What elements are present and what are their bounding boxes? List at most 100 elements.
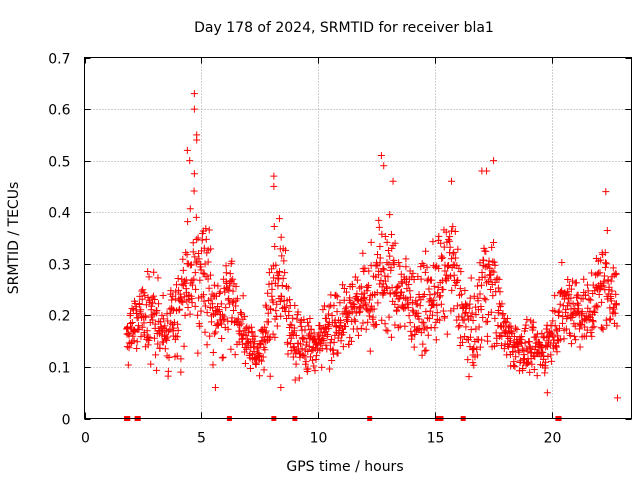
data-point bbox=[612, 269, 620, 277]
data-point bbox=[172, 281, 180, 289]
data-point bbox=[224, 325, 232, 333]
data-point bbox=[393, 284, 401, 292]
data-point bbox=[402, 255, 410, 263]
data-point bbox=[271, 333, 279, 341]
data-point bbox=[476, 290, 484, 298]
data-point bbox=[148, 302, 156, 310]
data-point bbox=[555, 312, 563, 319]
data-point bbox=[184, 303, 192, 311]
data-point bbox=[303, 338, 311, 346]
data-point bbox=[278, 281, 286, 289]
data-point bbox=[547, 357, 555, 365]
data-point bbox=[289, 343, 297, 351]
data-point bbox=[421, 268, 429, 276]
data-point bbox=[201, 302, 209, 310]
data-point bbox=[204, 258, 212, 266]
data-point bbox=[136, 310, 144, 318]
data-point bbox=[236, 321, 244, 329]
data-point bbox=[409, 306, 417, 314]
data-point bbox=[281, 246, 289, 254]
data-point bbox=[418, 259, 426, 267]
data-point bbox=[475, 323, 483, 331]
data-point bbox=[248, 328, 256, 336]
data-point bbox=[553, 348, 561, 356]
data-point bbox=[287, 334, 295, 342]
data-point bbox=[339, 343, 347, 351]
data-point bbox=[490, 258, 498, 266]
data-point bbox=[330, 338, 338, 346]
data-point bbox=[210, 281, 218, 289]
data-point bbox=[340, 285, 348, 293]
data-point bbox=[144, 333, 152, 341]
y-axis-label: SRMTID / TECUs bbox=[6, 182, 22, 295]
data-point bbox=[541, 369, 549, 377]
data-point bbox=[337, 319, 345, 327]
data-point bbox=[484, 337, 492, 345]
data-point bbox=[192, 213, 200, 221]
data-point bbox=[491, 278, 499, 286]
data-point bbox=[196, 322, 204, 330]
data-point bbox=[533, 330, 541, 338]
data-point bbox=[150, 334, 158, 342]
data-point bbox=[387, 231, 395, 239]
data-point bbox=[357, 324, 365, 332]
data-point bbox=[565, 299, 573, 307]
data-point bbox=[190, 275, 198, 283]
data-point bbox=[485, 257, 493, 265]
data-point bbox=[349, 283, 357, 291]
data-point bbox=[446, 243, 454, 251]
data-point bbox=[500, 319, 508, 327]
data-point bbox=[598, 298, 606, 306]
data-point bbox=[195, 294, 203, 302]
data-point bbox=[474, 294, 482, 302]
data-point bbox=[163, 333, 171, 341]
data-point bbox=[602, 188, 610, 196]
data-point bbox=[365, 267, 373, 275]
data-point bbox=[311, 367, 319, 375]
data-point bbox=[356, 284, 364, 292]
data-point bbox=[364, 281, 372, 289]
data-point bbox=[191, 253, 199, 261]
data-point bbox=[495, 306, 503, 314]
data-point bbox=[375, 223, 383, 231]
data-point bbox=[391, 300, 399, 308]
data-point bbox=[295, 374, 303, 382]
data-point bbox=[181, 311, 189, 319]
data-point bbox=[436, 316, 444, 324]
data-point bbox=[138, 295, 146, 303]
data-point bbox=[544, 337, 552, 345]
data-point bbox=[613, 322, 621, 330]
data-point bbox=[260, 366, 268, 374]
data-point bbox=[467, 274, 475, 282]
data-point bbox=[227, 345, 235, 353]
data-point bbox=[530, 365, 538, 373]
data-point bbox=[500, 345, 508, 353]
data-point bbox=[256, 352, 264, 360]
data-point bbox=[133, 345, 141, 353]
data-point bbox=[453, 277, 461, 285]
data-point bbox=[183, 146, 191, 154]
data-point bbox=[551, 292, 559, 300]
data-point bbox=[264, 289, 272, 297]
data-point bbox=[284, 350, 292, 358]
data-point bbox=[173, 352, 181, 360]
data-point bbox=[529, 318, 537, 326]
x-tick-labels: 0 5 10 15 20 bbox=[81, 431, 561, 447]
data-point bbox=[517, 332, 525, 340]
data-point bbox=[241, 313, 249, 321]
data-point bbox=[409, 269, 417, 277]
data-point bbox=[291, 376, 299, 384]
data-point bbox=[225, 286, 233, 294]
data-point bbox=[407, 327, 415, 335]
data-point bbox=[144, 341, 152, 349]
data-point bbox=[473, 282, 481, 290]
data-point bbox=[226, 270, 234, 278]
data-point bbox=[426, 307, 434, 315]
data-point bbox=[270, 182, 278, 190]
data-point bbox=[373, 289, 381, 297]
data-point bbox=[609, 264, 617, 272]
data-point bbox=[406, 287, 414, 295]
data-point bbox=[339, 281, 347, 289]
data-point bbox=[228, 257, 236, 265]
data-point bbox=[138, 323, 146, 331]
